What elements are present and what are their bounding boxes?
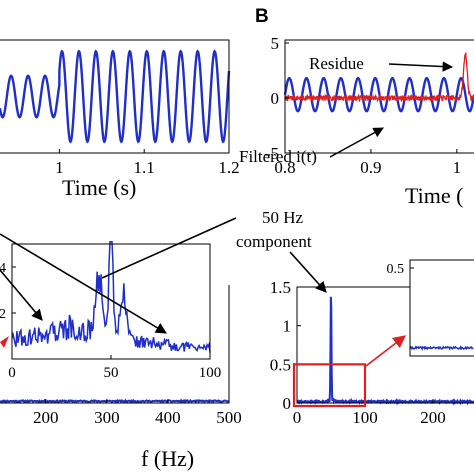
left-red-arrow (0, 336, 9, 348)
spectrum-left-plot: 200 300 400 500 f (Hz) (0, 285, 242, 471)
spectrum-right-frame (296, 286, 474, 404)
time-left-xlabel: Time (s) (62, 175, 136, 200)
residue-arrow (388, 61, 454, 72)
spectrum-left-x-tick-label: 200 (33, 408, 59, 427)
time-left-x-ticks: 1 1.1 1.2 (55, 149, 240, 177)
time-right-y-tick-label: -5 (265, 144, 279, 163)
component-arrow (289, 251, 327, 293)
time-right-y-tick-label: 5 (271, 34, 280, 53)
pointer-line-1 (101, 217, 237, 279)
residue-line (284, 52, 474, 103)
inset-right-line (409, 345, 474, 351)
time-right-y-ticks: -5 0 5 (265, 34, 289, 163)
spectrum-right-inset: 0.5 (387, 259, 474, 357)
time-left-x-tick-label: 1 (55, 158, 64, 177)
spectrum-right-y-tick-label: 1.5 (270, 278, 291, 297)
inset-right-background (410, 260, 474, 356)
pointer-line-3 (0, 233, 167, 334)
spectrum-right-y-ticks: 0 0.5 1 1.5 (270, 278, 301, 413)
component-label-line2: component (236, 232, 312, 251)
inset-left-y-ticks: 24 (0, 261, 16, 322)
time-right-x-tick-label: 1 (453, 158, 462, 177)
time-right-xlabel: Time ( (405, 183, 463, 208)
spectrum-left-inset: 0 50 100 24 (0, 240, 221, 381)
inset-left-line (11, 240, 211, 353)
spectrum-right-x-tick-label: 100 (352, 408, 378, 427)
inset-left-background (12, 244, 210, 359)
spectrum-left-xlabel: f (Hz) (141, 446, 194, 471)
time-left-frame (0, 39, 230, 154)
zoom-box (292, 363, 367, 408)
residue-label: Residue (309, 54, 364, 73)
time-left-x-tick-label: 1.1 (134, 158, 155, 177)
inset-right-y-ticks: 0.5 (387, 262, 414, 277)
spectrum-right-x-tick-label: 0 (293, 408, 302, 427)
inset-right-y-tick-label: 0.5 (387, 262, 405, 277)
inset-left-y-tick-label: 4 (0, 261, 6, 276)
inset-right-frame (409, 259, 474, 357)
spectrum-left-x-tick-label: 400 (155, 408, 181, 427)
inset-left-x-tick-label: 100 (199, 365, 222, 381)
spectrum-right-x-ticks: 0 100 200 (293, 399, 446, 427)
spectrum-left-x-ticks: 200 300 400 500 (33, 399, 242, 427)
pointer-line-2 (0, 269, 43, 321)
filtered-label: Filtered i(t) (239, 147, 317, 166)
spectrum-left-line (0, 398, 230, 404)
spectrum-left-x-tick-label: 500 (216, 408, 242, 427)
spectrum-right-y-tick-label: 0 (283, 394, 292, 413)
inset-left-y-tick-label: 2 (0, 307, 6, 322)
time-right-x-ticks: 0.8 0.9 1 (274, 149, 461, 177)
inset-left-x-tick-label: 50 (104, 365, 119, 381)
spectrum-right-line (296, 296, 474, 406)
spectrum-right-plot: 0 100 200 0 0.5 1 1.5 (270, 278, 474, 427)
panel-label: B (255, 6, 269, 27)
inset-left-x-tick-label: 0 (8, 365, 16, 381)
spectrum-right-y-tick-label: 0.5 (270, 355, 291, 374)
time-left-x-tick-label: 1.2 (218, 158, 239, 177)
zoom-arrow (365, 335, 407, 367)
inset-left-x-ticks: 0 50 100 (8, 355, 221, 381)
time-right-frame (284, 39, 474, 154)
spectrum-right-y-tick-label: 1 (283, 317, 292, 336)
component-label-line1: 50 Hz (262, 208, 304, 227)
time-right-x-tick-label: 0.8 (274, 158, 295, 177)
time-right-plot: 0.8 0.9 1 -5 0 5 Time ( Residue Filtered i(t… (239, 34, 474, 208)
time-left-plot: 1 1.1 1.2 Time (s) (0, 39, 240, 200)
time-right-x-tick-label: 0.9 (360, 158, 381, 177)
spectrum-right-x-tick-label: 200 (420, 408, 446, 427)
spectrum-left-x-tick-label: 300 (94, 408, 120, 427)
time-left-line (0, 49, 231, 144)
filtered-arrow (329, 127, 384, 158)
time-right-y-tick-label: 0 (271, 89, 280, 108)
